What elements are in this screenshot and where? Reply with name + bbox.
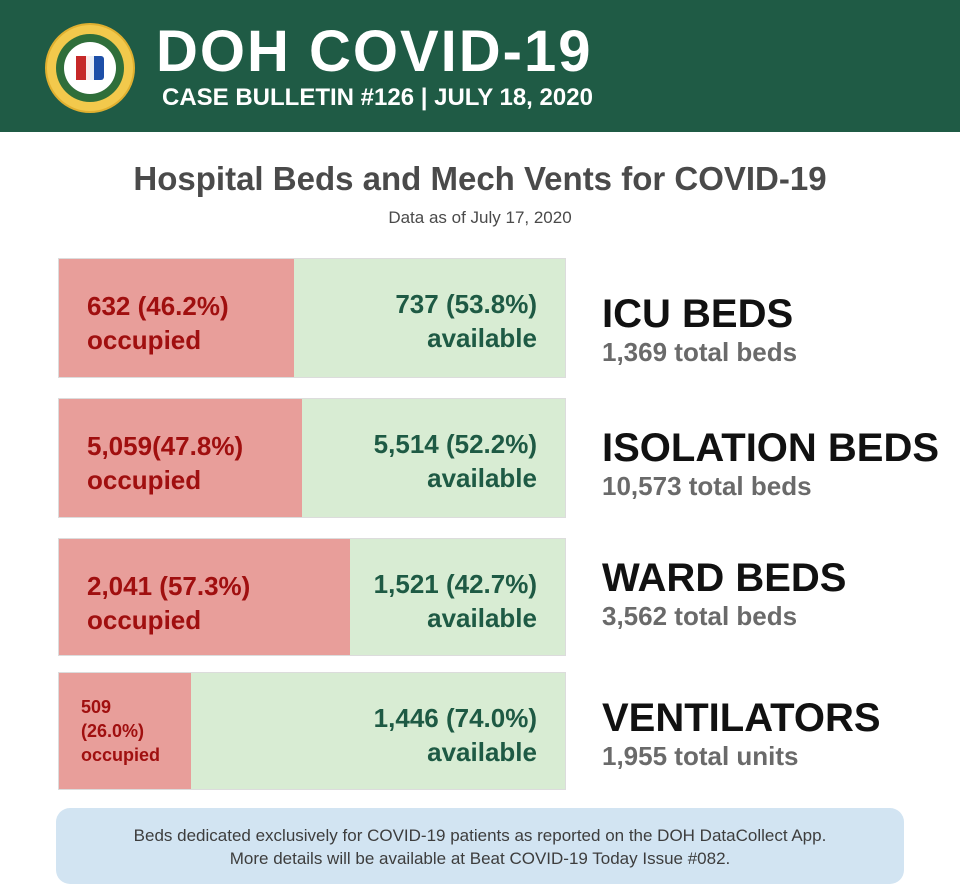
bar-row-ventilators: 509 (26.0%) occupied 1,446 (74.0%) avail… [58, 672, 566, 790]
available-value: 737 (53.8%) [395, 289, 537, 319]
page-title: Hospital Beds and Mech Vents for COVID-1… [133, 160, 827, 197]
bar-segment-occupied: 2,041 (57.3%) occupied [59, 539, 350, 655]
occupied-value: 2,041 (57.3%) [87, 571, 251, 601]
bar-isolation-beds: 5,059(47.8%) occupied 5,514 (52.2%) avai… [58, 398, 566, 518]
available-label: 1,446 (74.0%) available [374, 701, 537, 769]
available-label: 1,521 (42.7%) available [374, 567, 537, 635]
bar-segment-occupied: 5,059(47.8%) occupied [59, 399, 302, 517]
category-total: 1,369 total beds [602, 337, 798, 367]
footnote-line-2: More details will be available at Beat C… [229, 849, 731, 868]
category-total: 1,955 total units [602, 741, 799, 771]
bar-row-icu-beds: 632 (46.2%) occupied 737 (53.8%) availab… [58, 258, 566, 378]
bar-segment-available: 5,514 (52.2%) available [302, 399, 565, 517]
available-value: 1,521 (42.7%) [373, 569, 537, 599]
occupied-value: 632 (46.2%) [87, 291, 229, 321]
occupied-word: occupied [87, 465, 202, 495]
bar-segment-occupied: 632 (46.2%) occupied [59, 259, 294, 377]
category-label-icu-beds: ICU BEDS 1,369 total beds [602, 292, 797, 368]
category-label-ward-beds: WARD BEDS 3,562 total beds [602, 556, 846, 632]
available-value: 5,514 (52.2%) [373, 429, 537, 459]
footnote-line-1: Beds dedicated exclusively for COVID-19 … [133, 826, 827, 845]
header-banner: DOH COVID-19 CASE BULLETIN #126 | JULY 1… [0, 0, 960, 132]
bar-icu-beds: 632 (46.2%) occupied 737 (53.8%) availab… [58, 258, 566, 378]
bar-ventilators: 509 (26.0%) occupied 1,446 (74.0%) avail… [58, 672, 566, 790]
available-value: 1,446 (74.0%) [373, 703, 537, 733]
category-label-isolation-beds: ISOLATION BEDS 10,573 total beds [602, 426, 939, 502]
category-name: WARD BEDS [602, 556, 847, 600]
header-subtitle: CASE BULLETIN #126 | JULY 18, 2020 [162, 84, 593, 111]
bar-row-isolation-beds: 5,059(47.8%) occupied 5,514 (52.2%) avai… [58, 398, 566, 518]
category-name: ICU BEDS [602, 292, 794, 336]
available-label: 5,514 (52.2%) available [374, 427, 537, 495]
doh-seal-icon [45, 23, 135, 113]
header-title: DOH COVID-19 [156, 19, 593, 84]
category-total: 3,562 total beds [602, 601, 798, 631]
occupied-label: 509 (26.0%) occupied [81, 695, 160, 767]
occupied-word: occupied [87, 605, 202, 635]
category-name: ISOLATION BEDS [602, 426, 940, 470]
available-word: available [427, 603, 537, 633]
occupied-percent: (26.0%) [81, 721, 145, 741]
category-name: VENTILATORS [602, 696, 881, 740]
category-total: 10,573 total beds [602, 471, 812, 501]
occupied-value: 509 [81, 697, 112, 717]
occupied-value: 5,059(47.8%) [87, 431, 244, 461]
occupied-word: occupied [87, 325, 202, 355]
bar-segment-available: 737 (53.8%) available [294, 259, 565, 377]
data-as-of: Data as of July 17, 2020 [388, 208, 572, 227]
available-word: available [427, 323, 537, 353]
category-label-ventilators: VENTILATORS 1,955 total units [602, 696, 881, 772]
available-word: available [427, 737, 537, 767]
occupied-label: 5,059(47.8%) occupied [87, 429, 243, 497]
occupied-label: 632 (46.2%) occupied [87, 289, 229, 357]
occupied-label: 2,041 (57.3%) occupied [87, 569, 250, 637]
footnote: Beds dedicated exclusively for COVID-19 … [56, 808, 904, 884]
available-label: 737 (53.8%) available [395, 287, 537, 355]
available-word: available [427, 463, 537, 493]
bar-row-ward-beds: 2,041 (57.3%) occupied 1,521 (42.7%) ava… [58, 538, 566, 656]
bar-segment-occupied: 509 (26.0%) occupied [59, 673, 191, 789]
bar-segment-available: 1,521 (42.7%) available [350, 539, 565, 655]
bar-ward-beds: 2,041 (57.3%) occupied 1,521 (42.7%) ava… [58, 538, 566, 656]
bar-segment-available: 1,446 (74.0%) available [191, 673, 565, 789]
occupied-word: occupied [81, 745, 161, 765]
